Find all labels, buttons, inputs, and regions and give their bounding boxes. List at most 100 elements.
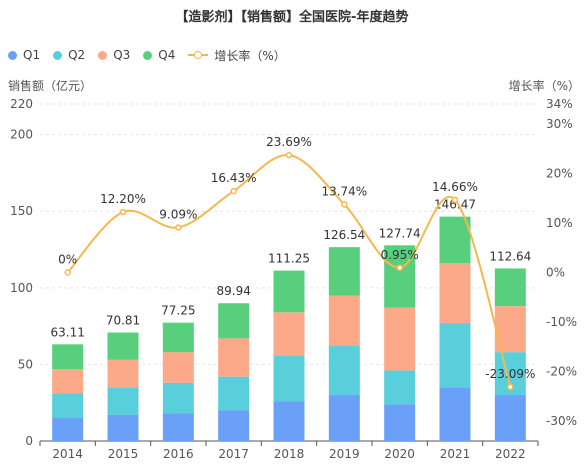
bar-q2 — [218, 376, 250, 411]
y-axis-title: 销售额（亿元） — [8, 78, 92, 93]
bar-total-label: 89.94 — [216, 284, 250, 298]
growth-label: -23.09% — [485, 367, 535, 381]
bar-q1 — [328, 395, 360, 441]
bar-total-label: 126.54 — [323, 228, 365, 242]
bar-q2 — [384, 370, 416, 405]
chart-title: 【造影剂】【销售额】全国医院-年度趋势 — [175, 10, 409, 25]
legend-label: Q4 — [158, 48, 176, 62]
y-tick-label: 0 — [25, 434, 33, 448]
growth-label: 23.69% — [266, 135, 312, 149]
growth-point — [396, 264, 403, 272]
y2-tick-label: -10% — [546, 315, 577, 329]
bar-q2 — [273, 355, 305, 402]
bar-q4 — [328, 247, 360, 296]
bar-q4 — [107, 332, 139, 360]
bar-q1 — [384, 404, 416, 441]
bar-q4 — [384, 245, 416, 308]
y-tick-label: 50 — [18, 357, 33, 371]
legend-swatch — [143, 50, 153, 60]
growth-label: 13.74% — [321, 184, 367, 198]
growth-label: 0.95% — [381, 248, 419, 262]
legend-line-swatch — [188, 50, 209, 60]
y2-tick-label: -20% — [546, 365, 577, 379]
legend-item-growth[interactable]: 增长率（%） — [188, 47, 286, 64]
bar-total-label: 111.25 — [268, 252, 310, 266]
bar-q1 — [439, 387, 471, 441]
growth-point — [230, 187, 237, 195]
bar-q2 — [107, 387, 139, 415]
bar-q3 — [273, 312, 305, 356]
y-tick-label: 150 — [10, 204, 33, 218]
growth-point — [119, 208, 127, 216]
y2-axis-title: 增长率（%） — [509, 78, 580, 93]
bar-q1 — [273, 401, 305, 441]
x-tick-label: 2014 — [52, 447, 83, 461]
bar-q4 — [273, 270, 305, 313]
bar-q3 — [218, 338, 250, 377]
growth-point — [341, 201, 348, 208]
bar-q3 — [162, 352, 194, 383]
bar-q3 — [107, 359, 139, 388]
bar-total-label: 112.64 — [489, 249, 531, 263]
x-tick-label: 2019 — [329, 447, 360, 461]
bar-q1 — [107, 414, 139, 441]
legend-item-q1[interactable]: Q1 — [8, 48, 40, 62]
y2-tick-label: 10% — [546, 216, 573, 230]
bar-q3 — [384, 307, 416, 371]
growth-label: 12.20% — [100, 192, 146, 206]
bar-q1 — [52, 418, 84, 441]
bar-q4 — [439, 216, 471, 264]
legend-item-q4[interactable]: Q4 — [143, 48, 175, 62]
bar-q4 — [162, 322, 194, 353]
bar-total-label: 63.11 — [50, 325, 84, 339]
x-tick-label: 2016 — [163, 447, 194, 461]
growth-label: 16.43% — [211, 171, 257, 185]
y2-tick-label: 34% — [546, 97, 573, 111]
x-tick-label: 2021 — [440, 447, 471, 461]
growth-point — [451, 196, 459, 204]
y2-tick-label: 20% — [546, 166, 573, 180]
bar-q3 — [328, 295, 360, 347]
x-tick-label: 2022 — [495, 447, 526, 461]
growth-label: 0% — [58, 253, 77, 267]
growth-label: 9.09% — [159, 207, 197, 221]
bar-q1 — [162, 413, 194, 441]
legend-item-q2[interactable]: Q2 — [53, 48, 85, 62]
y2-tick-label: 0% — [546, 266, 565, 280]
bar-q2 — [162, 382, 194, 414]
growth-point — [175, 224, 182, 231]
legend-label: Q3 — [113, 48, 131, 62]
legend-label: 增长率（%） — [214, 48, 286, 63]
growth-label: 14.66% — [432, 180, 478, 194]
bar-total-label: 70.81 — [106, 314, 140, 328]
bar-q2 — [439, 323, 471, 388]
legend-label: Q2 — [68, 48, 86, 62]
legend-item-q3[interactable]: Q3 — [98, 48, 130, 62]
bar-q2 — [328, 346, 360, 396]
y-tick-label: 220 — [10, 97, 33, 111]
legend-swatch — [8, 50, 17, 60]
growth-point — [64, 269, 71, 276]
bar-q1 — [494, 395, 526, 441]
legend-label: Q1 — [23, 48, 41, 62]
growth-point — [285, 151, 293, 159]
y-tick-label: 200 — [10, 128, 33, 142]
bar-q1 — [218, 410, 250, 441]
legend-swatch — [53, 50, 63, 60]
bar-q4 — [218, 303, 250, 339]
x-tick-label: 2020 — [384, 447, 415, 461]
x-tick-label: 2015 — [108, 447, 139, 461]
y-tick-label: 100 — [10, 281, 33, 295]
bar-q3 — [439, 263, 471, 324]
bar-total-label: 127.74 — [379, 226, 421, 240]
x-tick-label: 2018 — [274, 447, 305, 461]
y2-tick-label: 30% — [546, 117, 573, 131]
bar-q3 — [52, 369, 84, 394]
bar-total-label: 146.47 — [434, 198, 476, 212]
growth-point — [507, 383, 514, 391]
chart-legend: Q1 Q2 Q3 Q4 增长率（%） — [8, 47, 299, 63]
bar-total-label: 77.25 — [161, 304, 195, 318]
bar-q2 — [52, 393, 84, 419]
y2-tick-label: -30% — [546, 414, 577, 428]
